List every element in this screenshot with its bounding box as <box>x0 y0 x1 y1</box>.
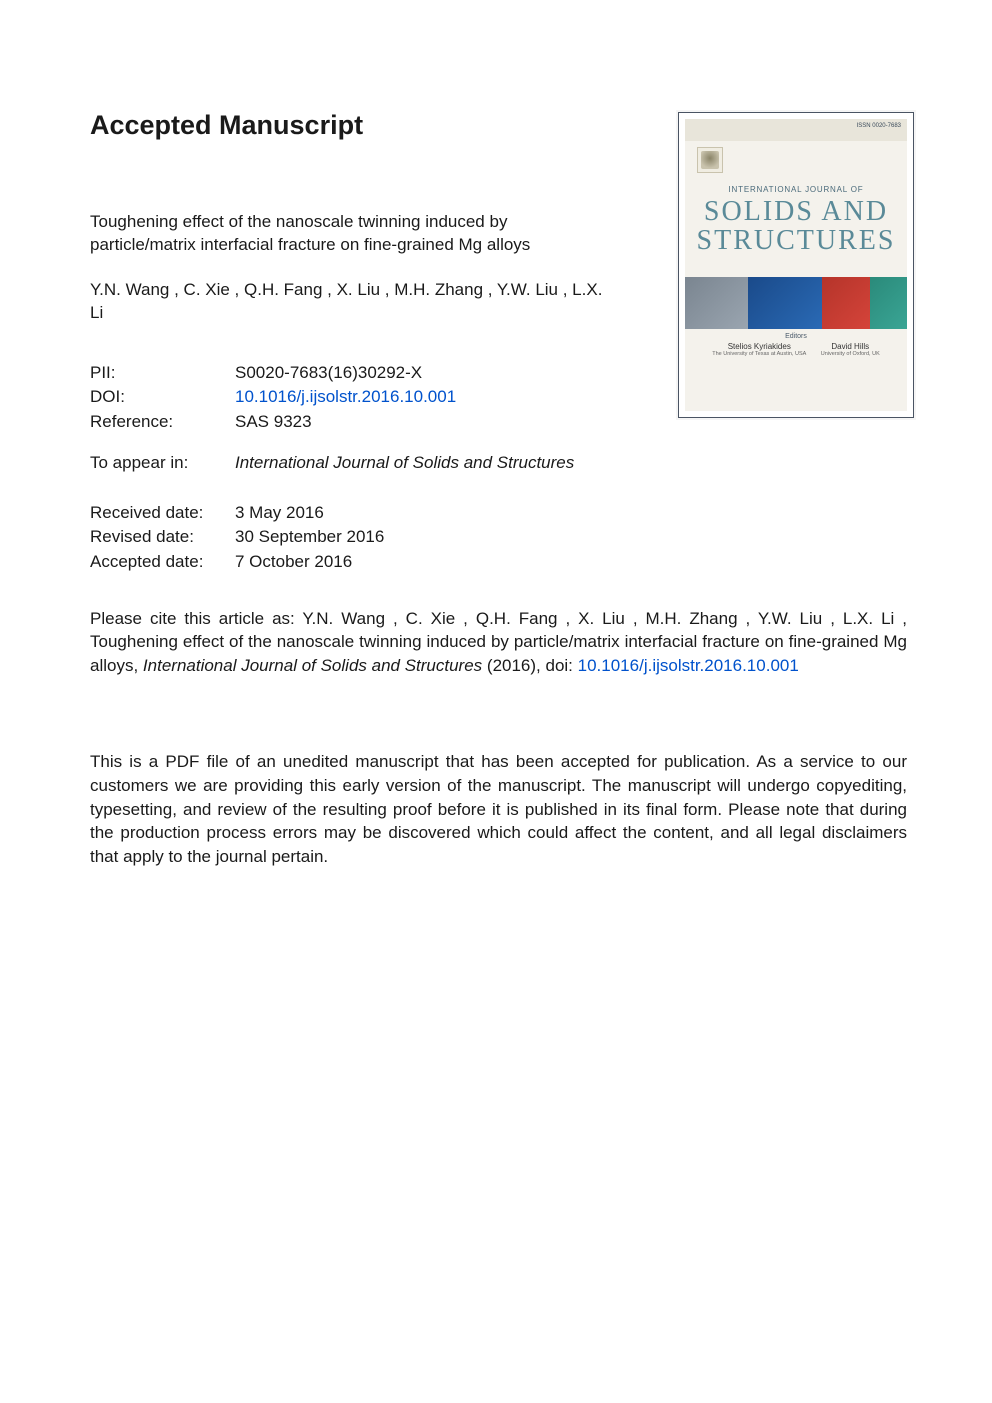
cover-band-segment <box>822 277 870 329</box>
cover-band-segment <box>870 277 907 329</box>
elsevier-logo-icon <box>697 147 723 173</box>
revised-label: Revised date: <box>90 525 235 550</box>
article-authors: Y.N. Wang , C. Xie , Q.H. Fang , X. Liu … <box>90 279 610 325</box>
revised-row: Revised date: 30 September 2016 <box>90 525 907 550</box>
doi-label: DOI: <box>90 385 235 410</box>
citation-doi-link[interactable]: 10.1016/j.ijsolstr.2016.10.001 <box>578 656 799 675</box>
cover-editor-2: David Hills University of Oxford, UK <box>821 342 880 357</box>
cover-editor-1-name: Stelios Kyriakides <box>712 342 806 351</box>
accepted-date: 7 October 2016 <box>235 550 352 575</box>
cover-editor-2-name: David Hills <box>821 342 880 351</box>
reference-label: Reference: <box>90 410 235 435</box>
article-title: Toughening effect of the nanoscale twinn… <box>90 211 590 257</box>
pii-label: PII: <box>90 361 235 386</box>
received-label: Received date: <box>90 501 235 526</box>
cover-editor-1-aff: The University of Texas at Austin, USA <box>712 351 806 357</box>
cover-topbar: ISSN 0020-7683 <box>685 119 907 141</box>
to-appear-row: To appear in: International Journal of S… <box>90 453 907 473</box>
cover-journal-title: SOLIDS AND STRUCTURES <box>685 197 907 256</box>
cover-editor-2-aff: University of Oxford, UK <box>821 351 880 357</box>
doi-link[interactable]: 10.1016/j.ijsolstr.2016.10.001 <box>235 385 456 410</box>
cover-issn: ISSN 0020-7683 <box>857 123 901 129</box>
citation-journal: International Journal of Solids and Stru… <box>143 656 482 675</box>
pii-value: S0020-7683(16)30292-X <box>235 361 422 386</box>
cover-intl-label: INTERNATIONAL JOURNAL OF <box>685 185 907 194</box>
citation-paragraph: Please cite this article as: Y.N. Wang ,… <box>90 607 907 678</box>
to-appear-label: To appear in: <box>90 453 235 473</box>
accepted-label: Accepted date: <box>90 550 235 575</box>
cover-band-segment <box>748 277 822 329</box>
journal-cover-thumbnail: ISSN 0020-7683 INTERNATIONAL JOURNAL OF … <box>678 112 914 418</box>
cover-editors-block: Editors Stelios Kyriakides The Universit… <box>685 333 907 357</box>
citation-year-doi: (2016), doi: <box>482 656 577 675</box>
journal-name: International Journal of Solids and Stru… <box>235 453 574 473</box>
cover-title-line2: STRUCTURES <box>685 226 907 255</box>
accepted-row: Accepted date: 7 October 2016 <box>90 550 907 575</box>
cover-band-segment <box>685 277 748 329</box>
dates-table: Received date: 3 May 2016 Revised date: … <box>90 501 907 575</box>
reference-value: SAS 9323 <box>235 410 312 435</box>
cover-color-band <box>685 277 907 329</box>
cover-title-line1: SOLIDS AND <box>685 197 907 226</box>
disclaimer-paragraph: This is a PDF file of an unedited manusc… <box>90 750 907 869</box>
cover-editors-row: Stelios Kyriakides The University of Tex… <box>685 342 907 357</box>
cover-editors-label: Editors <box>685 333 907 340</box>
cover-inner: ISSN 0020-7683 INTERNATIONAL JOURNAL OF … <box>685 119 907 411</box>
revised-date: 30 September 2016 <box>235 525 384 550</box>
received-row: Received date: 3 May 2016 <box>90 501 907 526</box>
received-date: 3 May 2016 <box>235 501 324 526</box>
cover-editor-1: Stelios Kyriakides The University of Tex… <box>712 342 806 357</box>
